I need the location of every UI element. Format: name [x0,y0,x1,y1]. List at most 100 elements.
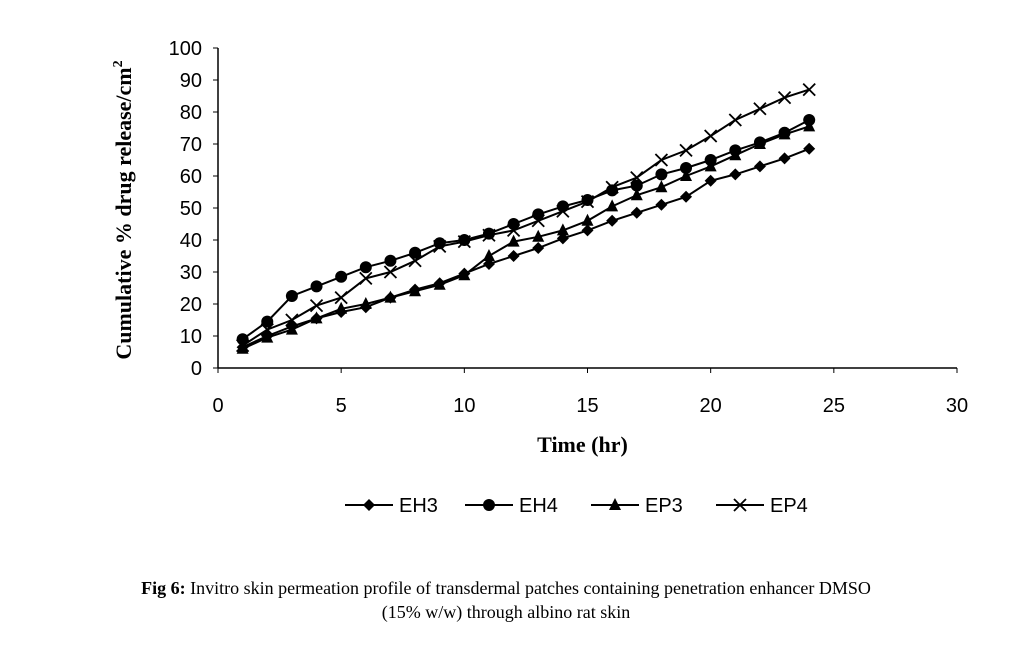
data-point [433,239,447,254]
data-point [680,190,693,203]
data-point [802,82,816,97]
x-tick-label: 0 [212,395,223,417]
y-tick-label: 80 [180,102,202,124]
data-point [704,174,717,187]
data-point [581,224,594,237]
data-point [457,234,471,249]
data-point [630,179,643,192]
series-ep4 [235,82,816,353]
data-point [728,113,742,127]
legend-marker-circle [483,499,495,511]
data-point [285,290,298,302]
y-tick-label: 30 [180,262,202,284]
data-point [532,229,545,242]
data-point [334,290,348,305]
data-point [680,162,693,174]
data-point [335,301,348,314]
data-point [655,198,668,211]
data-point [556,204,570,218]
y-tick-label: 10 [180,326,202,348]
series-eh4 [236,114,816,346]
data-point [285,322,298,335]
y-tick-label: 70 [180,134,202,156]
series-line [242,88,810,347]
data-point [704,129,718,143]
data-point [680,169,693,181]
y-tick-label: 50 [180,198,202,220]
data-point [778,127,791,140]
x-tick-label: 5 [336,395,347,417]
data-point [433,277,446,290]
data-point [531,214,545,228]
data-point [729,148,742,161]
data-point [532,242,545,254]
legend-label: EP3 [645,495,683,517]
data-point [384,290,397,303]
data-point [506,223,521,238]
x-tick-label: 25 [823,395,845,417]
data-point [556,223,569,236]
x-axis-title: Time (hr) [537,432,628,457]
data-point [261,330,274,343]
data-point [753,160,766,173]
series-line [242,147,810,349]
data-point [409,246,422,259]
legend: EH3 EH4 EP3 EP4 [345,495,808,517]
data-point [581,213,594,226]
data-point [753,102,767,116]
data-point [285,313,299,327]
data-point [507,234,520,247]
data-point [309,298,324,313]
series-ep3 [236,119,816,354]
data-point [580,194,595,209]
y-tick-label: 60 [180,166,202,188]
data-point [803,142,816,155]
data-point [409,284,422,297]
data-point [777,90,792,105]
y-axis-title: Cumulative % drug release/cm2 [111,60,136,359]
legend-label: EH3 [399,495,438,517]
data-point [655,180,668,193]
data-point [408,254,422,268]
caption-line2: (15% w/w) through albino rat skin [381,602,631,622]
data-point [729,168,742,181]
data-point [482,249,495,261]
data-point [458,268,471,281]
data-point [235,338,250,353]
data-point [606,214,619,227]
data-point [383,265,398,279]
data-point [630,188,643,201]
data-point [778,152,791,165]
data-point [236,341,249,354]
data-point [384,254,397,267]
y-tick-label: 40 [180,230,202,252]
data-point [359,297,372,309]
y-tick-label: 20 [180,294,202,316]
legend-marker-diamond [363,499,375,511]
data-point [630,170,644,185]
legend-label: EP4 [770,495,808,517]
data-point [310,311,323,324]
y-tick-label: 100 [169,38,202,60]
data-point [261,315,274,328]
data-point [606,184,619,197]
data-point [704,159,717,172]
x-tick-label: 10 [453,395,475,417]
data-point [606,199,619,212]
x-tick-label: 20 [700,395,722,417]
data-point [753,137,766,149]
data-point [482,228,496,242]
figure-caption: Fig 6: Invitro skin permeation profile o… [0,576,1012,624]
data-point [310,280,323,293]
data-point [507,250,520,262]
data-point [335,270,348,283]
data-point [630,206,643,219]
data-point [260,322,274,337]
data-point [359,261,372,274]
data-point [654,153,669,167]
data-point [605,180,619,194]
series-line [242,119,810,341]
legend-marker-triangle [609,498,621,510]
x-tick-label: 15 [576,395,598,417]
y-tick-label: 90 [180,70,202,92]
